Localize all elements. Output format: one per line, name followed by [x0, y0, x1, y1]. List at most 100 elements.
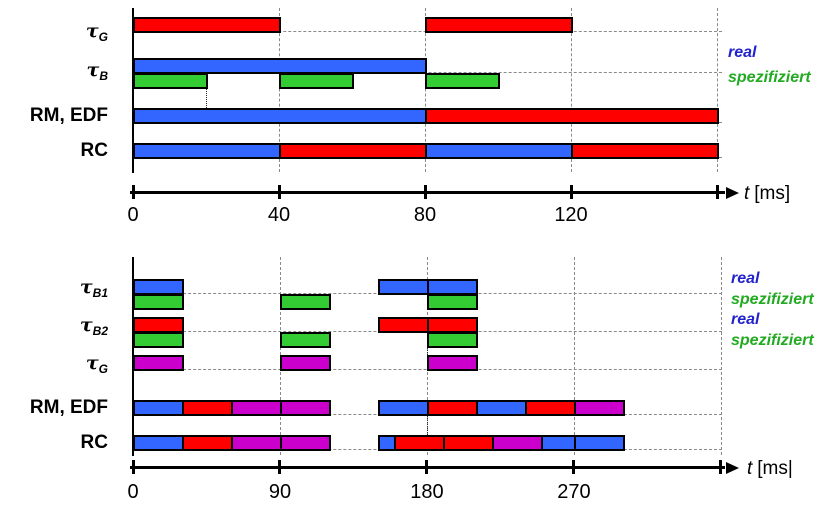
task-bar — [279, 355, 331, 371]
axis-tick — [719, 460, 723, 474]
task-bar — [230, 435, 282, 451]
row-label-tauB2: τB2 — [0, 314, 108, 338]
spec-bar — [279, 294, 331, 310]
time-axis-line — [130, 191, 725, 194]
axis-tick-label: 0 — [127, 204, 139, 226]
spec-bar — [133, 73, 208, 89]
axis-tick — [278, 460, 282, 474]
task-bar — [426, 400, 478, 416]
task-bar — [475, 400, 527, 416]
row-label-tauG: τG — [0, 352, 108, 376]
task-bar — [571, 143, 719, 159]
tau-subscript: B2 — [92, 324, 108, 338]
axis-tick-label: 270 — [557, 481, 591, 503]
value-axis-line — [132, 8, 134, 173]
task-bar — [133, 400, 184, 416]
legend-spezifiziert-label: spezifiziert — [731, 332, 814, 349]
task-bar — [443, 435, 495, 451]
tau-subscript: G — [98, 362, 108, 376]
row-baseline — [133, 72, 722, 73]
row-label-rc: RC — [80, 432, 108, 453]
axis-tick — [423, 185, 427, 199]
row-label-tauB1: τB1 — [0, 276, 108, 300]
row-label-rc: RC — [80, 140, 108, 161]
task-bar — [133, 355, 184, 371]
time-gridline — [573, 257, 575, 455]
axis-arrow-icon — [726, 186, 739, 199]
axis-tick-label: 40 — [267, 204, 291, 226]
tau-subscript: G — [98, 30, 108, 44]
axis-tick — [131, 185, 135, 199]
time-gridline — [720, 257, 722, 455]
legend-real-label: real — [728, 44, 757, 61]
spec-bar — [133, 294, 184, 310]
axis-tick — [572, 460, 576, 474]
axis-unit-text: [ms] — [754, 183, 791, 204]
axis-t-symbol: t — [744, 183, 750, 204]
spec-bar — [425, 73, 500, 89]
task-bar — [377, 279, 429, 295]
axis-unit-text: [ms| — [757, 458, 793, 479]
legend-spezifiziert-label: spezifiziert — [731, 291, 814, 308]
deadline-connector — [206, 88, 207, 108]
axis-tick-label: 80 — [413, 204, 437, 226]
axis-tick-label: 180 — [410, 481, 444, 503]
axis-tick — [425, 460, 429, 474]
task-bar — [230, 400, 282, 416]
time-gridline — [279, 8, 280, 172]
axis-tick — [715, 185, 719, 199]
axis-unit-label-bottom: t [ms| — [747, 458, 793, 480]
task-bar — [279, 400, 331, 416]
task-bar — [133, 17, 281, 33]
legend-real-label: real — [731, 270, 760, 287]
time-gridline — [717, 8, 718, 172]
task-bar — [377, 317, 429, 333]
time-gridline — [425, 8, 426, 172]
tau-subscript: B1 — [92, 286, 108, 300]
task-bar — [181, 400, 233, 416]
task-bar — [377, 400, 429, 416]
task-bar — [541, 435, 576, 451]
task-bar — [524, 400, 576, 416]
legend-spezifiziert-label: spezifiziert — [728, 69, 811, 86]
task-bar — [426, 279, 478, 295]
axis-tick-label: 0 — [127, 481, 139, 503]
task-bar — [573, 435, 625, 451]
time-gridline — [571, 8, 572, 172]
deadline-connector — [426, 415, 428, 435]
task-bar — [426, 355, 478, 371]
axis-tick-label: 90 — [268, 481, 292, 503]
legend-real-label: real — [731, 311, 760, 328]
task-bar — [181, 435, 233, 451]
tau-symbol: τB1 — [79, 276, 108, 300]
task-bar — [425, 17, 573, 33]
spec-bar — [426, 332, 478, 348]
tau-subscript: B — [99, 69, 108, 83]
row-label-rmedf: RM, EDF — [29, 105, 108, 126]
task-bar — [133, 279, 184, 295]
row-label-tauB: τB — [0, 59, 108, 83]
tau-symbol: τG — [85, 20, 108, 44]
axis-arrow-icon — [726, 461, 739, 474]
spec-bar — [133, 332, 184, 348]
spec-bar — [279, 332, 331, 348]
axis-t-symbol: t — [747, 458, 753, 479]
axis-tick — [569, 185, 573, 199]
task-bar — [492, 435, 544, 451]
axis-unit-label-top: t [ms] — [744, 183, 790, 205]
row-label-rmedf: RM, EDF — [29, 397, 108, 418]
task-bar — [133, 317, 184, 333]
task-bar — [133, 435, 184, 451]
spec-bar — [279, 73, 354, 89]
spec-bar — [426, 294, 478, 310]
task-bar — [425, 108, 719, 124]
axis-tick-label: 120 — [554, 204, 588, 226]
tau-symbol: τB — [86, 59, 108, 83]
task-bar — [279, 435, 331, 451]
axis-tick — [277, 185, 281, 199]
row-label-tauG: τG — [0, 20, 108, 44]
tau-symbol: τG — [85, 352, 108, 376]
